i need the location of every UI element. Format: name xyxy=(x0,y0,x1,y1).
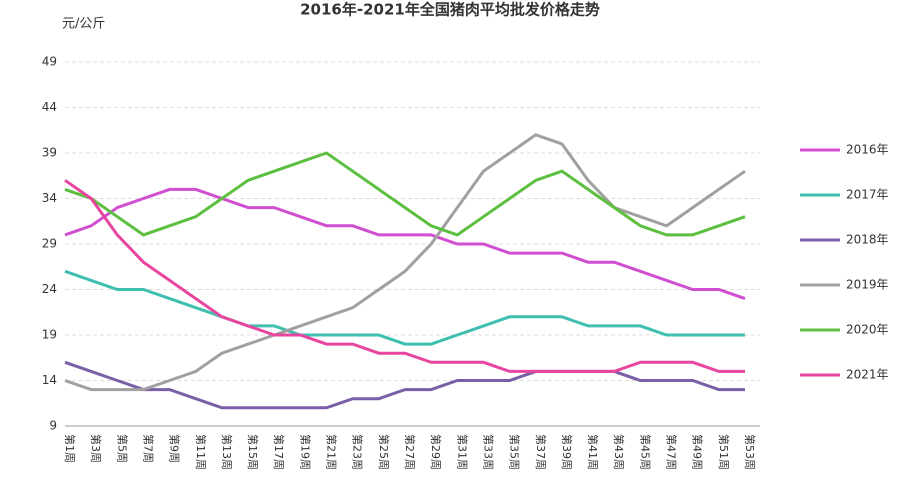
x-tick-label: 第43周 xyxy=(612,434,626,470)
x-tick-label: 第9周 xyxy=(168,434,182,463)
y-tick-label: 39 xyxy=(42,146,57,160)
x-tick-label: 第25周 xyxy=(377,434,391,470)
x-tick-label: 第35周 xyxy=(508,434,522,470)
x-tick-label: 第31周 xyxy=(455,434,469,470)
y-tick-label: 24 xyxy=(42,282,57,296)
x-tick-label: 第51周 xyxy=(717,434,731,470)
x-tick-label: 第53周 xyxy=(743,434,757,470)
x-tick-label: 第45周 xyxy=(638,434,652,470)
line-series xyxy=(64,179,745,373)
legend-label: 2017年 xyxy=(846,188,889,202)
x-tick-label: 第29周 xyxy=(429,434,443,470)
line-series xyxy=(64,151,746,237)
x-tick-label: 第21周 xyxy=(325,434,339,470)
x-tick-label: 第47周 xyxy=(665,434,679,470)
x-tick-label: 第15周 xyxy=(246,434,260,470)
legend-label: 2021年 xyxy=(846,368,889,382)
legend-label: 2018年 xyxy=(846,233,889,247)
y-tick-label: 9 xyxy=(49,419,57,433)
line-series xyxy=(64,187,746,301)
y-axis-label: 元/公斤 xyxy=(62,17,105,32)
line-series xyxy=(64,360,745,410)
y-tick-label: 34 xyxy=(42,191,57,205)
y-tick-label: 44 xyxy=(42,100,57,114)
x-tick-label: 第1周 xyxy=(63,434,77,463)
x-tick-label: 第13周 xyxy=(220,434,234,470)
x-tick-label: 第41周 xyxy=(586,434,600,470)
y-tick-label: 29 xyxy=(42,237,57,251)
x-tick-label: 第11周 xyxy=(194,434,208,470)
x-tick-label: 第17周 xyxy=(272,434,286,470)
chart-title: 2016年-2021年全国猪肉平均批发价格走势 xyxy=(300,1,600,19)
legend-label: 2020年 xyxy=(846,323,889,337)
y-tick-label: 19 xyxy=(42,328,57,342)
x-tick-label: 第39周 xyxy=(560,434,574,470)
x-tick-label: 第33周 xyxy=(481,434,495,470)
x-tick-label: 第27周 xyxy=(403,434,417,470)
legend-label: 2016年 xyxy=(846,143,889,157)
x-tick-label: 第7周 xyxy=(141,434,155,463)
line-series xyxy=(64,133,746,392)
x-tick-label: 第37周 xyxy=(534,434,548,470)
x-tick-label: 第19周 xyxy=(298,434,312,470)
x-tick-label: 第5周 xyxy=(115,434,129,463)
x-tick-label: 第49周 xyxy=(691,434,705,470)
y-tick-label: 49 xyxy=(42,55,57,69)
x-tick-label: 第3周 xyxy=(89,434,103,463)
legend-label: 2019年 xyxy=(846,278,889,292)
line-series xyxy=(64,269,745,346)
x-tick-label: 第23周 xyxy=(351,434,365,470)
y-tick-label: 14 xyxy=(42,373,57,387)
